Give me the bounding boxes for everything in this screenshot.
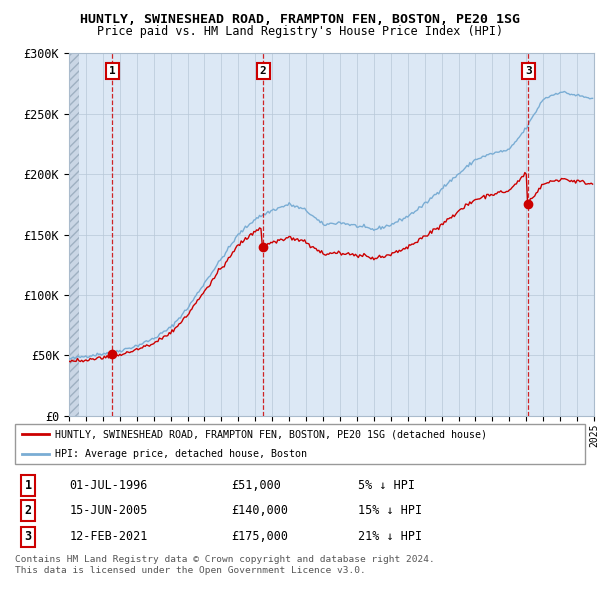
Text: £51,000: £51,000 — [231, 479, 281, 492]
Text: 1: 1 — [25, 479, 32, 492]
Text: 21% ↓ HPI: 21% ↓ HPI — [358, 530, 422, 543]
Text: 2: 2 — [25, 504, 32, 517]
Text: 12-FEB-2021: 12-FEB-2021 — [70, 530, 148, 543]
Text: HPI: Average price, detached house, Boston: HPI: Average price, detached house, Bost… — [55, 449, 307, 458]
Text: 15-JUN-2005: 15-JUN-2005 — [70, 504, 148, 517]
Text: 3: 3 — [25, 530, 32, 543]
FancyBboxPatch shape — [15, 424, 585, 464]
Text: Price paid vs. HM Land Registry's House Price Index (HPI): Price paid vs. HM Land Registry's House … — [97, 25, 503, 38]
Text: HUNTLY, SWINESHEAD ROAD, FRAMPTON FEN, BOSTON, PE20 1SG: HUNTLY, SWINESHEAD ROAD, FRAMPTON FEN, B… — [80, 13, 520, 26]
Text: This data is licensed under the Open Government Licence v3.0.: This data is licensed under the Open Gov… — [15, 566, 366, 575]
Text: 3: 3 — [525, 66, 532, 76]
Bar — [69, 53, 79, 416]
Text: 2: 2 — [260, 66, 266, 76]
Text: Contains HM Land Registry data © Crown copyright and database right 2024.: Contains HM Land Registry data © Crown c… — [15, 555, 435, 563]
Text: 1: 1 — [109, 66, 115, 76]
Text: £175,000: £175,000 — [231, 530, 288, 543]
Text: 5% ↓ HPI: 5% ↓ HPI — [358, 479, 415, 492]
Text: HUNTLY, SWINESHEAD ROAD, FRAMPTON FEN, BOSTON, PE20 1SG (detached house): HUNTLY, SWINESHEAD ROAD, FRAMPTON FEN, B… — [55, 430, 487, 439]
Text: £140,000: £140,000 — [231, 504, 288, 517]
Text: 01-JUL-1996: 01-JUL-1996 — [70, 479, 148, 492]
Text: 15% ↓ HPI: 15% ↓ HPI — [358, 504, 422, 517]
